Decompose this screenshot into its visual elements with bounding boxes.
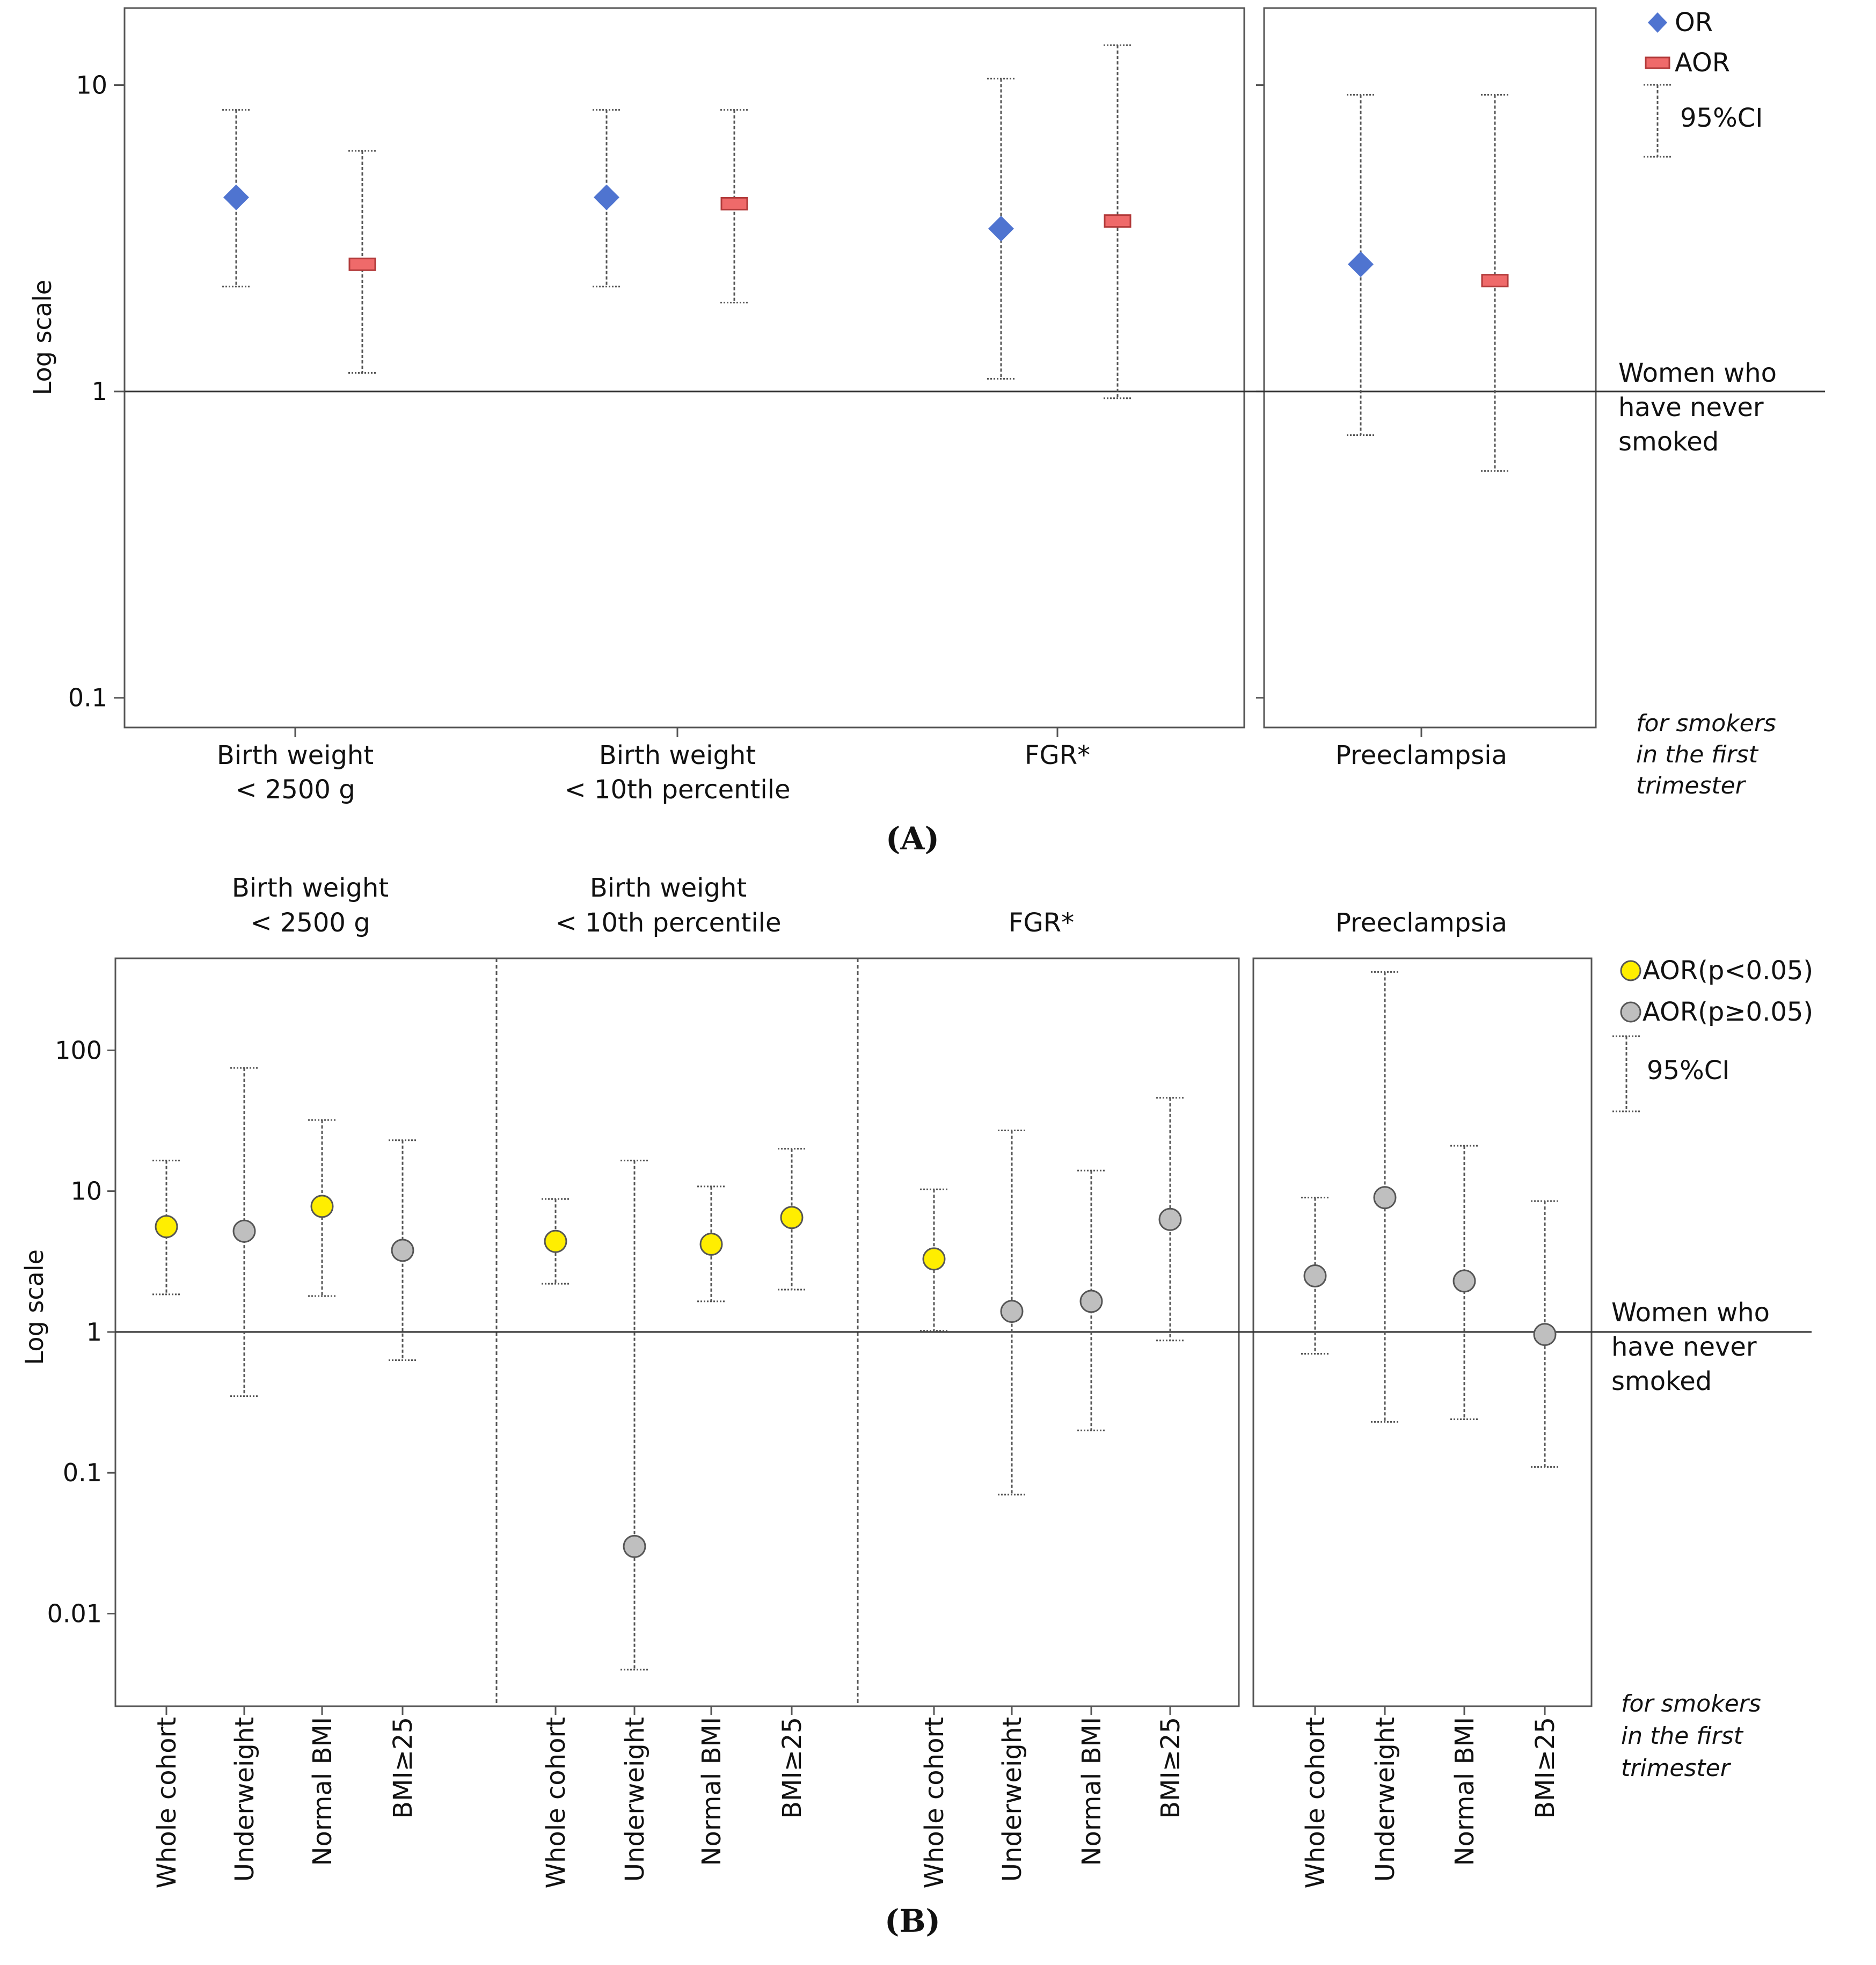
or-point-1 [223, 184, 249, 210]
aor-point-3-4 [1158, 1207, 1182, 1231]
x-category-label: Normal BMI [1077, 1717, 1107, 1866]
x-category-label: Underweight [230, 1717, 260, 1882]
panel-a-label: (A) [886, 820, 939, 857]
aor-point-4-2 [1373, 1186, 1397, 1210]
legend-nonsig-circle-icon [1620, 1001, 1641, 1023]
aor-point-2-3 [699, 1232, 723, 1256]
aor-point-2-1 [544, 1229, 567, 1253]
or-point-3 [988, 215, 1014, 242]
y-tick-label: 0.1 [63, 1458, 102, 1487]
x-category-label-2-line-1: Birth weight [599, 740, 756, 770]
aor-point-4-4 [1533, 1323, 1557, 1347]
aor-point-2-2 [623, 1534, 646, 1558]
reference-label-line-1: Women who [1611, 1298, 1770, 1328]
x-category-label-3-line-1: FGR* [1025, 740, 1090, 770]
y-axis-label: Log scale [20, 1249, 49, 1365]
aor-point-4 [1481, 274, 1509, 288]
x-category-label-1-line-2: < 2500 g [235, 775, 355, 805]
legend-aor-label: AOR [1675, 48, 1730, 78]
panel-a-plot-frame-2 [1263, 7, 1597, 729]
x-category-label: BMI≥25 [777, 1717, 807, 1819]
legend-or-label: OR [1675, 8, 1713, 38]
y-tick-label: 10 [70, 1177, 102, 1206]
x-category-label: BMI≥25 [1156, 1717, 1186, 1819]
y-tick-label: 100 [55, 1036, 102, 1065]
aor-point-4-1 [1303, 1264, 1327, 1288]
y-tick-label: 1 [92, 377, 107, 406]
x-category-label-4-line-1: Preeclampsia [1335, 740, 1507, 770]
y-tick-label: 0.1 [68, 683, 107, 712]
footnote-line-3: trimester [1621, 1755, 1732, 1782]
reference-label-line-2: have never [1618, 392, 1764, 423]
or-point-4 [1348, 251, 1374, 278]
group-header-3-line-1: FGR* [1009, 908, 1074, 938]
legend-sig-label: AOR(p<0.05) [1643, 956, 1813, 986]
x-category-label: Whole cohort [1301, 1717, 1331, 1888]
reference-label-line-3: smoked [1611, 1366, 1712, 1396]
aor-point-2-4 [780, 1206, 804, 1229]
legend-nonsig-label: AOR(p≥0.05) [1643, 997, 1813, 1027]
x-category-label: Underweight [620, 1717, 650, 1882]
panel-a-plot-frame-1 [123, 7, 1245, 729]
group-header-1-line-1: Birth weight [232, 873, 389, 903]
legend-ci-label: 95%CI [1647, 1056, 1729, 1086]
aor-point-1-1 [155, 1215, 178, 1239]
panel-b-chart: 100 10 1 0.1 0.01 Log scale Women who have neve… [20, 873, 1813, 1888]
aor-point-4-3 [1452, 1269, 1476, 1293]
x-category-label: Whole cohort [919, 1717, 950, 1888]
x-category-label-1-line-1: Birth weight [217, 740, 374, 770]
x-category-label: BMI≥25 [388, 1717, 418, 1819]
group-header-4-line-1: Preeclampsia [1335, 908, 1507, 938]
legend-aor-rect-icon [1645, 56, 1670, 69]
footnote-line-3: trimester [1636, 772, 1747, 799]
footnote-line-1: for smokers [1636, 710, 1776, 737]
reference-label-line-3: smoked [1618, 427, 1719, 457]
aor-point-3-2 [1000, 1300, 1024, 1323]
x-category-label: Normal BMI [1450, 1717, 1480, 1866]
panel-a-chart: 10 1 0.1 Log scale Women who have never smoked… [28, 7, 1825, 805]
aor-point-1-4 [391, 1239, 414, 1262]
reference-label-line-1: Women who [1618, 358, 1777, 388]
x-category-label-2-line-2: < 10th percentile [564, 775, 790, 805]
footnote-line-2: in the first [1621, 1722, 1744, 1750]
x-category-label: Normal BMI [308, 1717, 338, 1866]
reference-label-line-2: have never [1611, 1332, 1757, 1362]
y-tick-label: 0.01 [47, 1599, 102, 1628]
panel-b-label: (B) [885, 1903, 940, 1939]
aor-point-1-3 [310, 1195, 334, 1218]
x-category-label: Underweight [997, 1717, 1027, 1882]
x-category-label: Normal BMI [697, 1717, 727, 1866]
x-category-label: Whole cohort [541, 1717, 571, 1888]
legend-sig-circle-icon [1620, 960, 1641, 981]
x-category-label: Underweight [1370, 1717, 1400, 1882]
group-header-2-line-2: < 10th percentile [555, 908, 781, 938]
aor-point-3 [1104, 214, 1132, 228]
group-header-1-line-2: < 2500 g [250, 908, 370, 938]
footnote-line-2: in the first [1636, 741, 1759, 768]
group-header-2-line-1: Birth weight [590, 873, 747, 903]
aor-point-3-1 [922, 1247, 946, 1271]
x-category-label: Whole cohort [152, 1717, 182, 1888]
y-axis-label: Log scale [28, 280, 57, 395]
y-tick-label: 10 [76, 70, 107, 99]
legend-or-diamond-icon [1648, 12, 1667, 33]
legend-ci-label: 95%CI [1680, 103, 1763, 133]
x-category-label: BMI≥25 [1530, 1717, 1560, 1819]
footnote-line-1: for smokers [1621, 1690, 1761, 1717]
or-point-2 [594, 184, 619, 210]
aor-point-1-2 [232, 1219, 256, 1243]
y-tick-label: 1 [86, 1318, 102, 1347]
aor-point-1 [348, 257, 376, 271]
aor-point-3-3 [1079, 1290, 1103, 1313]
aor-point-2 [720, 196, 748, 210]
